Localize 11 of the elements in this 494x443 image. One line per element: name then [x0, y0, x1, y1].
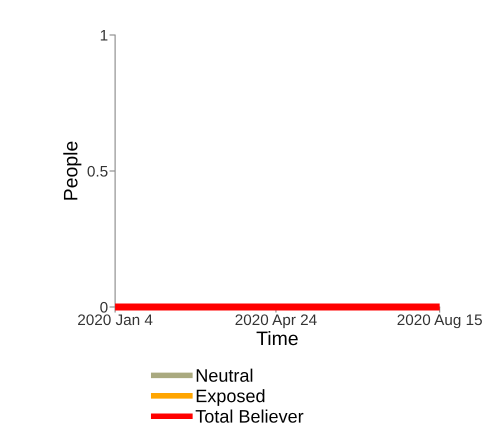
x-axis-title: Time: [256, 330, 298, 346]
y-tick-label: 0: [100, 302, 108, 313]
legend-label: Total Believer: [196, 410, 304, 423]
x-tick-label: 2020 Apr 24: [236, 314, 317, 328]
y-tick-label: 1: [100, 30, 108, 41]
x-tick-label: 2020 Jan 4: [78, 314, 152, 326]
y-tick-label: 0.5: [88, 166, 108, 177]
x-tick-label: 2020 Aug 15: [398, 314, 482, 328]
legend-label: Neutral: [196, 368, 252, 382]
legend-label: Exposed: [196, 389, 264, 406]
y-axis-title: People: [63, 142, 82, 200]
